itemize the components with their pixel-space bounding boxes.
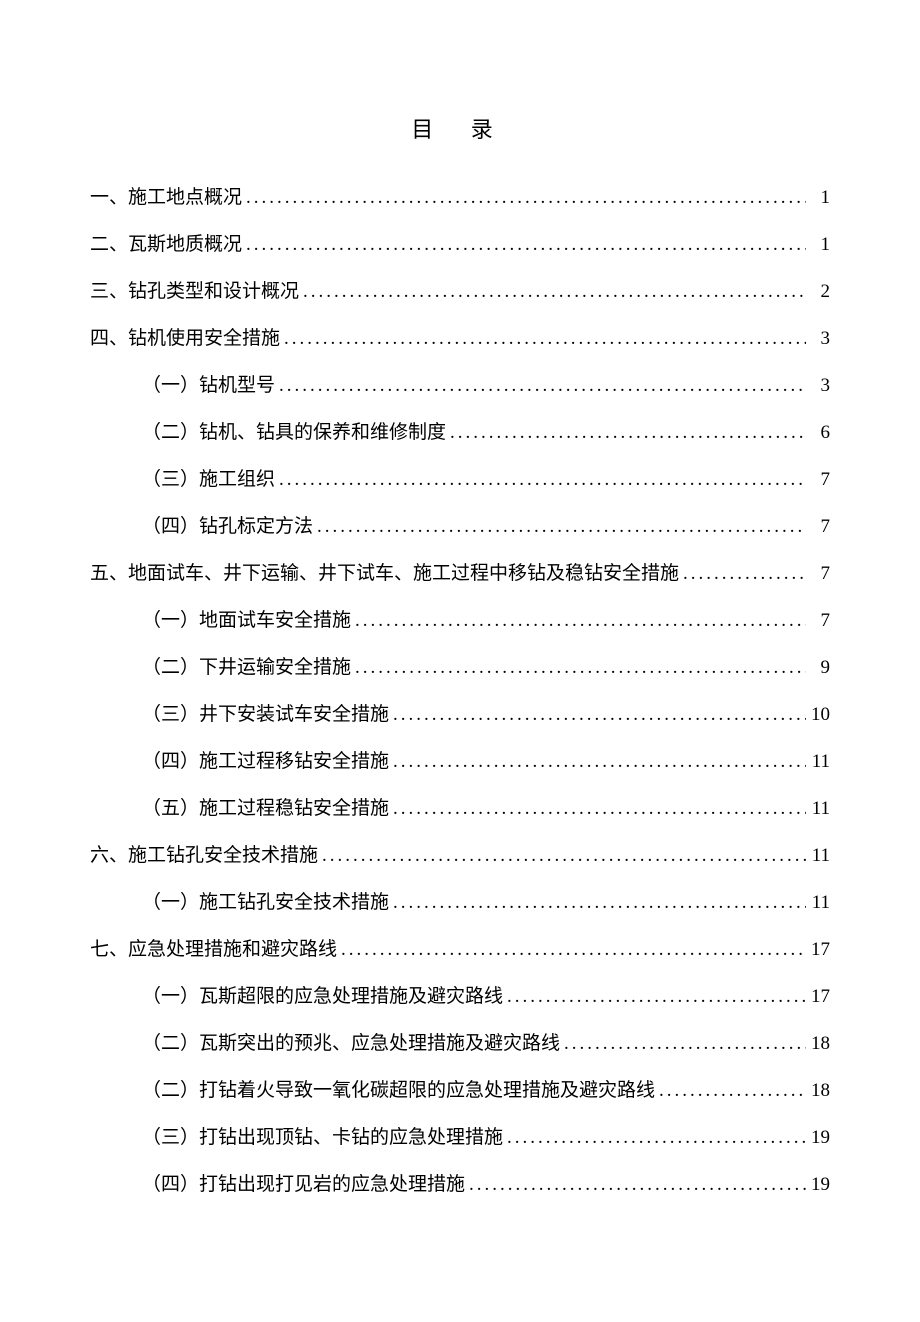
toc-page-number: 11 [810, 752, 830, 771]
toc-page-number: 1 [810, 235, 830, 254]
toc-page-number: 3 [810, 376, 830, 395]
toc-page-number: 11 [810, 846, 830, 865]
toc-leader-dots [355, 611, 806, 630]
toc-item: （二）瓦斯突出的预兆、应急处理措施及避灾路线 18 [90, 1034, 830, 1053]
toc-leader-dots [469, 1175, 806, 1194]
toc-item: （一）钻机型号 3 [90, 376, 830, 395]
toc-item: （三）井下安装试车安全措施 10 [90, 705, 830, 724]
toc-entry-label: （一）瓦斯超限的应急处理措施及避灾路线 [142, 987, 503, 1006]
toc-leader-dots [284, 329, 806, 348]
toc-page-number: 2 [810, 282, 830, 301]
toc-entry-label: （二）打钻着火导致一氧化碳超限的应急处理措施及避灾路线 [142, 1081, 655, 1100]
toc-item: （一）瓦斯超限的应急处理措施及避灾路线 17 [90, 987, 830, 1006]
toc-item: （二）打钻着火导致一氧化碳超限的应急处理措施及避灾路线 18 [90, 1081, 830, 1100]
toc-page-number: 19 [810, 1128, 830, 1147]
toc-entry-label: （一）钻机型号 [142, 376, 275, 395]
toc-entry-label: （四）钻孔标定方法 [142, 517, 313, 536]
toc-leader-dots [303, 282, 806, 301]
toc-leader-dots [450, 423, 806, 442]
toc-page-number: 7 [810, 517, 830, 536]
toc-entry-label: （二）下井运输安全措施 [142, 658, 351, 677]
toc-item: （一）施工钻孔安全技术措施 11 [90, 893, 830, 912]
toc-leader-dots [317, 517, 806, 536]
toc-entry-label: 三、钻孔类型和设计概况 [90, 282, 299, 301]
toc-entry-label: （四）打钻出现打见岩的应急处理措施 [142, 1175, 465, 1194]
toc-item: （三）打钻出现顶钻、卡钻的应急处理措施 19 [90, 1128, 830, 1147]
toc-page-number: 7 [810, 564, 830, 583]
toc-item: 三、钻孔类型和设计概况 2 [90, 282, 830, 301]
toc-leader-dots [355, 658, 806, 677]
toc-leader-dots [393, 752, 806, 771]
toc-item: （五）施工过程稳钻安全措施 11 [90, 799, 830, 818]
toc-leader-dots [507, 987, 806, 1006]
toc-page-number: 11 [810, 893, 830, 912]
toc-item: 六、施工钻孔安全技术措施 11 [90, 846, 830, 865]
document-page: 目 录 一、施工地点概况 1 二、瓦斯地质概况 1 三、钻孔类型和设计概况 2 四、钻机使用… [0, 0, 920, 1322]
toc-entry-label: 七、应急处理措施和避灾路线 [90, 940, 337, 959]
toc-item: （二）下井运输安全措施 9 [90, 658, 830, 677]
toc-entry-label: 五、地面试车、井下运输、井下试车、施工过程中移钻及稳钻安全措施 [90, 564, 679, 583]
toc-leader-dots [322, 846, 806, 865]
toc-item: （二）钻机、钻具的保养和维修制度 6 [90, 423, 830, 442]
toc-item: （四）打钻出现打见岩的应急处理措施 19 [90, 1175, 830, 1194]
toc-item: 一、施工地点概况 1 [90, 188, 830, 207]
toc-leader-dots [279, 376, 806, 395]
toc-leader-dots [279, 470, 806, 489]
toc-item: （四）施工过程移钻安全措施 11 [90, 752, 830, 771]
toc-page-number: 17 [810, 987, 830, 1006]
toc-entry-label: （二）瓦斯突出的预兆、应急处理措施及避灾路线 [142, 1034, 560, 1053]
toc-page-number: 7 [810, 470, 830, 489]
toc-item: （四）钻孔标定方法 7 [90, 517, 830, 536]
toc-page-number: 6 [810, 423, 830, 442]
toc-item: 七、应急处理措施和避灾路线 17 [90, 940, 830, 959]
toc-item: 四、钻机使用安全措施 3 [90, 329, 830, 348]
toc-leader-dots [246, 188, 806, 207]
toc-page-number: 1 [810, 188, 830, 207]
toc-entry-label: （一）地面试车安全措施 [142, 611, 351, 630]
toc-leader-dots [393, 799, 806, 818]
toc-entry-label: 四、钻机使用安全措施 [90, 329, 280, 348]
toc-entry-label: 六、施工钻孔安全技术措施 [90, 846, 318, 865]
toc-item: 二、瓦斯地质概况 1 [90, 235, 830, 254]
toc-leader-dots [659, 1081, 806, 1100]
toc-entry-label: （五）施工过程稳钻安全措施 [142, 799, 389, 818]
toc-entry-label: 一、施工地点概况 [90, 188, 242, 207]
toc-leader-dots [341, 940, 806, 959]
toc-page-number: 17 [810, 940, 830, 959]
toc-leader-dots [393, 893, 806, 912]
toc-entry-label: （三）施工组织 [142, 470, 275, 489]
toc-entry-label: （四）施工过程移钻安全措施 [142, 752, 389, 771]
toc-item: （三）施工组织 7 [90, 470, 830, 489]
toc-entry-label: （三）打钻出现顶钻、卡钻的应急处理措施 [142, 1128, 503, 1147]
toc-entry-label: 二、瓦斯地质概况 [90, 235, 242, 254]
toc-leader-dots [564, 1034, 806, 1053]
toc-entry-label: （二）钻机、钻具的保养和维修制度 [142, 423, 446, 442]
toc-list: 一、施工地点概况 1 二、瓦斯地质概况 1 三、钻孔类型和设计概况 2 四、钻机使用安全措施… [90, 188, 830, 1194]
toc-title: 目 录 [90, 112, 830, 144]
toc-page-number: 19 [810, 1175, 830, 1194]
toc-item: （一）地面试车安全措施 7 [90, 611, 830, 630]
toc-leader-dots [246, 235, 806, 254]
toc-page-number: 7 [810, 611, 830, 630]
toc-page-number: 3 [810, 329, 830, 348]
toc-leader-dots [683, 564, 806, 583]
toc-page-number: 18 [810, 1081, 830, 1100]
toc-page-number: 9 [810, 658, 830, 677]
toc-entry-label: （三）井下安装试车安全措施 [142, 705, 389, 724]
toc-page-number: 11 [810, 799, 830, 818]
toc-item: 五、地面试车、井下运输、井下试车、施工过程中移钻及稳钻安全措施 7 [90, 564, 830, 583]
toc-entry-label: （一）施工钻孔安全技术措施 [142, 893, 389, 912]
toc-page-number: 10 [810, 705, 830, 724]
toc-page-number: 18 [810, 1034, 830, 1053]
toc-leader-dots [393, 705, 806, 724]
toc-leader-dots [507, 1128, 806, 1147]
